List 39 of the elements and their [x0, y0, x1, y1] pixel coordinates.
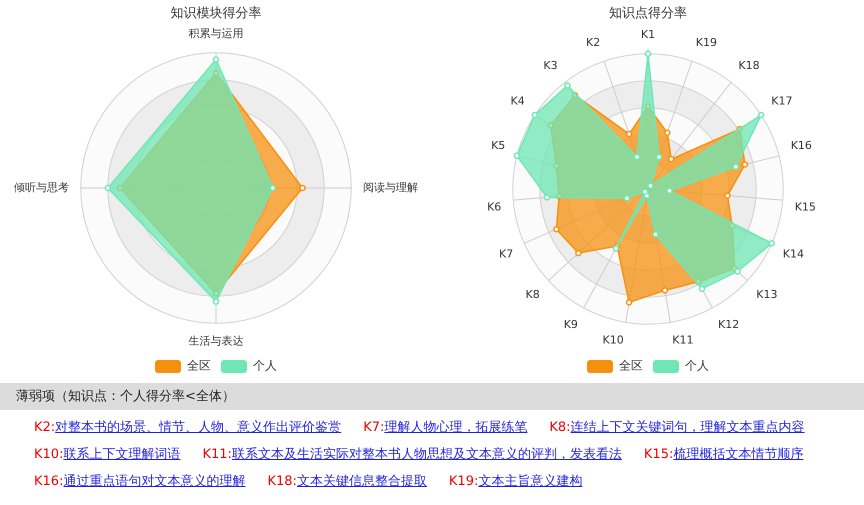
spoke-label: K8	[525, 288, 540, 302]
text: K16:通过重点语句对文本意义的理解	[34, 474, 246, 489]
legend-label: 全区	[187, 358, 211, 373]
text: K2:对整本书的场景、情节、人物、意义作出评价鉴赏	[34, 420, 342, 435]
legend-label: 个人	[685, 358, 709, 373]
spoke-label: K17	[771, 94, 792, 108]
spoke-label: K10	[602, 334, 624, 347]
spoke-label: K2	[586, 36, 600, 50]
spoke-label: K13	[756, 288, 778, 302]
spoke-label: K11	[672, 334, 694, 347]
text: K8:连结上下文关键词句，理解文本重点内容	[549, 420, 805, 435]
chart-title: 知识点得分率	[609, 5, 687, 22]
text: K15:梳理概括文本情节顺序	[644, 447, 804, 462]
legend-label: 个人	[253, 358, 277, 373]
spoke-label: K5	[491, 139, 506, 152]
spoke-label: K3	[543, 59, 558, 72]
spoke-label: K9	[564, 318, 578, 331]
spoke-label: K1	[640, 28, 656, 42]
spoke-label: 积累与运用	[188, 27, 244, 40]
spoke-label: K4	[510, 94, 525, 108]
spoke-label: K19	[696, 36, 718, 50]
spoke-label: 阅读与理解	[363, 180, 418, 194]
spoke-label: K18	[738, 59, 760, 72]
chart-title: 知识模块得分率	[170, 5, 262, 22]
spoke-label: K15	[794, 200, 816, 214]
text: K19:文本主旨意义建构	[448, 474, 582, 489]
spoke-label: K6	[487, 200, 502, 214]
text: 薄弱项（知识点：个人得分率<全体）	[0, 383, 864, 410]
text: K11:联系文本及生活实际对整本书人物思想及文本意义的评判，发表看法	[202, 447, 622, 462]
spoke-label: 倾听与思考	[14, 180, 69, 194]
text: K10:联系上下文理解词语	[34, 447, 180, 462]
text: K7:理解人物心理，拓展练笔	[363, 420, 528, 435]
spoke-label: K7	[498, 248, 514, 261]
text: K18:文本关键信息整合提取	[267, 474, 427, 489]
spoke-label: K16	[790, 139, 812, 152]
spoke-label: K14	[782, 248, 804, 261]
legend-label: 全区	[619, 358, 643, 373]
spoke-label: 生活与表达	[188, 334, 244, 348]
spoke-label: K12	[718, 318, 740, 331]
